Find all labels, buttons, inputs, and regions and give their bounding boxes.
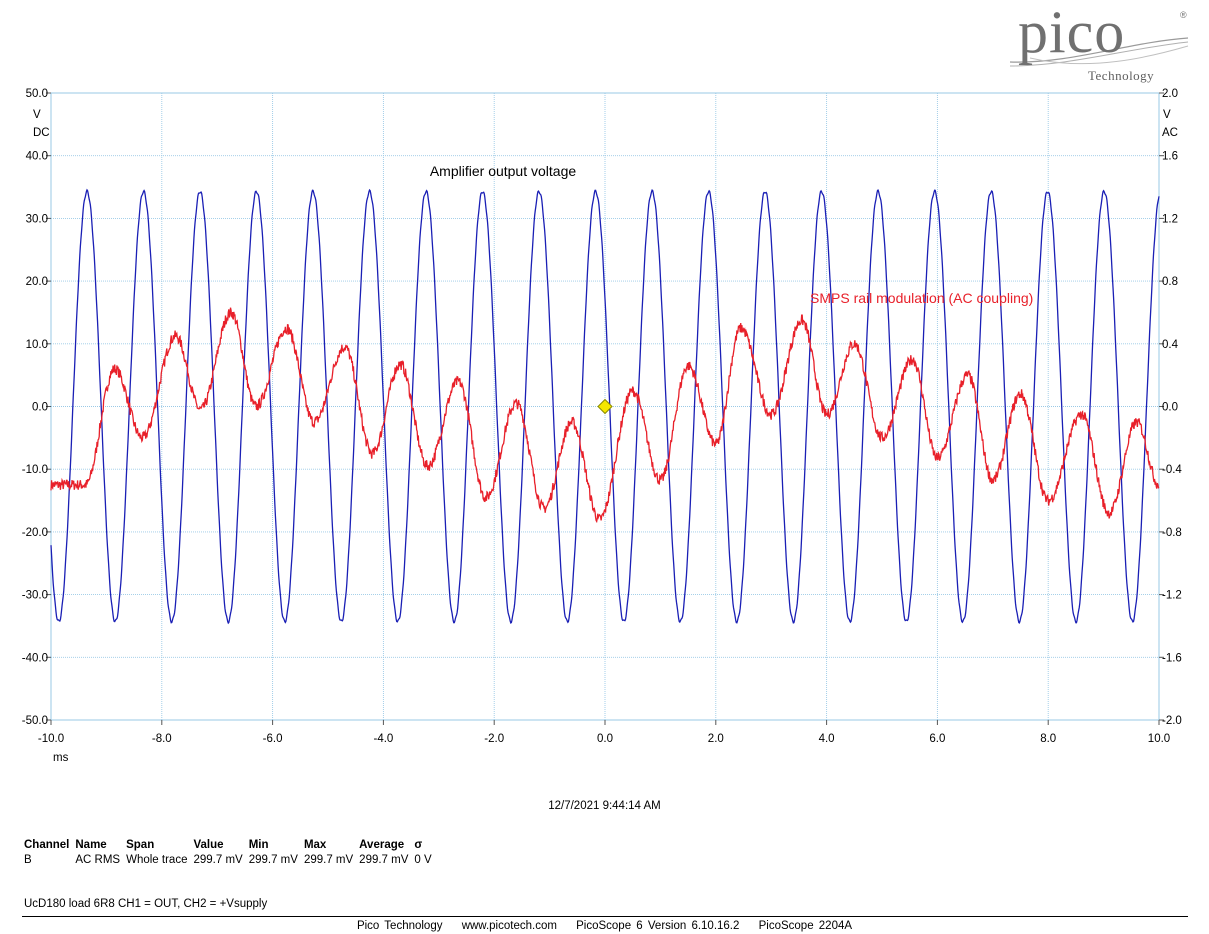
y-right-tick-label: -0.8 [1162, 527, 1182, 539]
col-sigma: σ [414, 839, 423, 851]
x-tick-label: -2.0 [484, 733, 504, 745]
capture-caption: UcD180 load 6R8 CH1 = OUT, CH2 = +Vsuppl… [24, 898, 268, 910]
x-axis-unit: ms [53, 752, 69, 764]
y-left-tick-label: -40.0 [22, 652, 48, 664]
y-right-tick-label: -1.6 [1162, 652, 1182, 664]
y-left-tick-label: -50.0 [22, 715, 48, 727]
y-right-tick-label: -1.2 [1162, 590, 1182, 602]
y-right-tick-label: -0.4 [1162, 464, 1182, 476]
y-left-tick-label: 50.0 [26, 88, 48, 100]
measurements-table: Channel Name Span Value Min Max Average … [21, 838, 435, 867]
y-left-tick-label: 20.0 [26, 276, 48, 288]
y-left-tick-label: 10.0 [26, 339, 48, 351]
col-average: Average [359, 839, 405, 851]
footer-divider [22, 916, 1188, 917]
y-left-tick-label: -30.0 [22, 590, 48, 602]
y-right-coupling: AC [1162, 127, 1178, 139]
x-tick-label: 4.0 [819, 733, 835, 745]
y-left-tick-label: 0.0 [32, 402, 48, 414]
footer-version: PicoScope 6 Version 6.10.16.2 [576, 920, 740, 932]
cell-name: AC RMS [75, 854, 121, 866]
col-name: Name [75, 839, 107, 851]
x-tick-label: 8.0 [1040, 733, 1056, 745]
x-tick-label: 6.0 [929, 733, 945, 745]
cell-average: 299.7 mV [359, 854, 409, 866]
x-tick-label: -10.0 [38, 733, 64, 745]
cell-sigma: 0 V [414, 854, 432, 866]
annotation-smps-rail: SMPS rail modulation (AC coupling) [810, 290, 1033, 306]
x-tick-label: 2.0 [708, 733, 724, 745]
x-tick-label: -8.0 [152, 733, 172, 745]
col-value: Value [193, 839, 224, 851]
y-right-tick-label: 1.6 [1162, 151, 1178, 163]
y-right-tick-label: -2.0 [1162, 715, 1182, 727]
cell-value: 299.7 mV [193, 854, 243, 866]
logo-word: pico [1018, 0, 1126, 65]
x-tick-label: 10.0 [1148, 733, 1170, 745]
y-left-unit: V [33, 109, 41, 121]
col-min: Min [248, 839, 269, 851]
footer: Pico Technology www.picotech.com PicoSco… [0, 920, 1209, 932]
x-tick-label: 0.0 [597, 733, 613, 745]
capture-timestamp: 12/7/2021 9:44:14 AM [548, 800, 661, 812]
logo-registered-mark: ® [1180, 10, 1187, 20]
y-left-coupling: DC [33, 127, 50, 139]
annotation-amplifier-output: Amplifier output voltage [430, 163, 577, 179]
footer-website: www.picotech.com [461, 920, 557, 932]
y-right-tick-label: 0.8 [1162, 276, 1178, 288]
cell-min: 299.7 mV [248, 854, 298, 866]
series-channel-a-trace [50, 188, 1160, 625]
y-right-tick-label: 0.0 [1162, 402, 1178, 414]
col-max: Max [303, 839, 327, 851]
trigger-marker [597, 398, 613, 415]
series-channel-b-trace [50, 307, 1160, 524]
x-tick-label: -6.0 [263, 733, 283, 745]
y-right-tick-label: 1.2 [1162, 213, 1178, 225]
measurements-header-row: Channel Name Span Value Min Max Average … [21, 838, 435, 853]
scope-chart: 50.0 40.0 30.0 20.0 10.0 0.0 -10.0 -20.0 -30.0 -4… [22, 88, 1183, 764]
logo-subtitle: Technology [1088, 68, 1155, 83]
cell-span: Whole trace [126, 854, 188, 866]
cell-channel: B [24, 854, 32, 866]
pico-logo [1010, 2, 1200, 86]
footer-device: PicoScope 2204A [758, 920, 853, 932]
x-tick-label: -4.0 [373, 733, 393, 745]
y-left-tick-label: -20.0 [22, 527, 48, 539]
footer-company: Pico Technology [356, 920, 443, 932]
col-channel: Channel [24, 839, 70, 851]
y-right-tick-label: 0.4 [1162, 339, 1179, 351]
y-left-tick-label: 40.0 [26, 151, 48, 163]
table-row: B AC RMS Whole trace 299.7 mV 299.7 mV 2… [21, 853, 435, 867]
cell-max: 299.7 mV [303, 854, 354, 866]
y-left-tick-label: 30.0 [26, 213, 48, 225]
y-left-tick-label: -10.0 [22, 464, 48, 476]
y-right-unit: V [1163, 109, 1171, 121]
col-span: Span [126, 839, 155, 851]
logo-swoosh [1010, 37, 1189, 67]
y-right-tick-label: 2.0 [1162, 88, 1178, 100]
